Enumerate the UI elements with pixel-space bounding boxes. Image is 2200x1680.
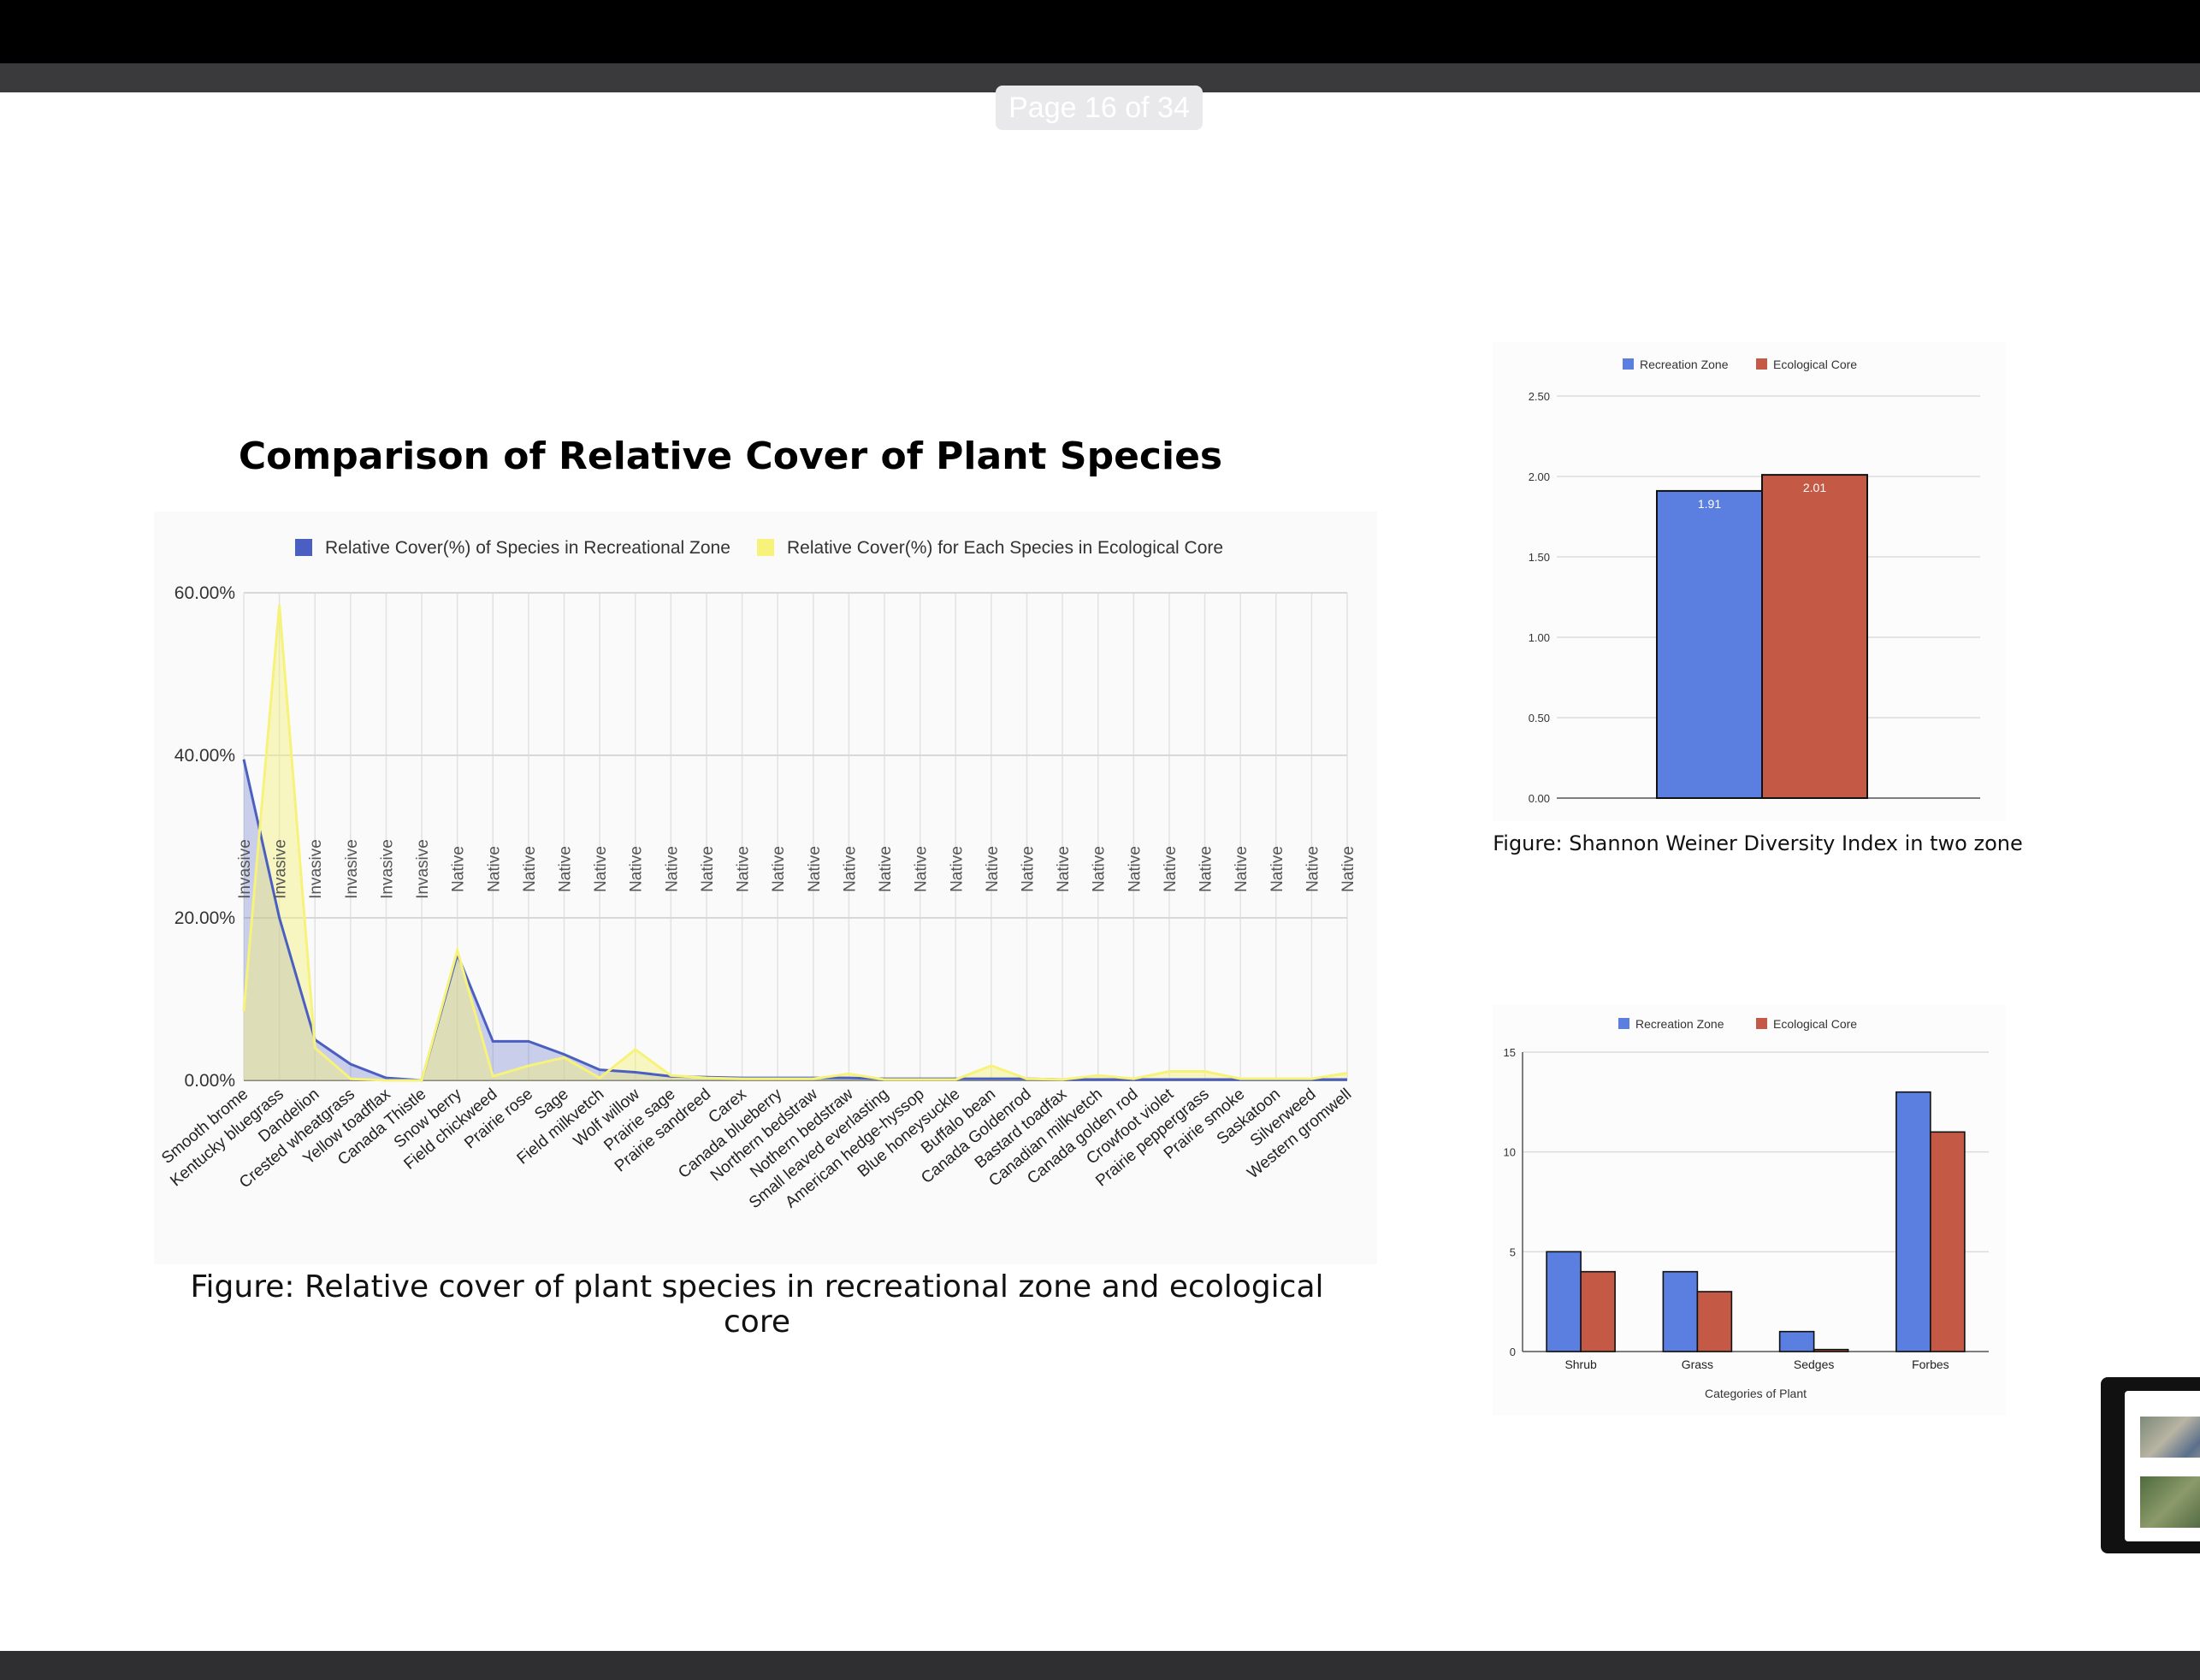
status-label: Invasive bbox=[307, 839, 325, 899]
legend-label-recreation: Recreation Zone bbox=[1640, 358, 1729, 371]
bar-ecological bbox=[1761, 474, 1868, 799]
bar-data-label: 1.91 bbox=[1698, 497, 1721, 511]
status-label: Native bbox=[699, 846, 717, 892]
status-label: Native bbox=[1340, 846, 1357, 892]
legend-label-ecological: Ecological Core bbox=[1773, 358, 1857, 371]
main-chart-title: Comparison of Relative Cover of Plant Sp… bbox=[238, 435, 1223, 478]
status-label: Native bbox=[1019, 846, 1037, 892]
legend-swatch-ecological bbox=[1756, 1018, 1767, 1029]
legend-swatch-recreational bbox=[295, 539, 312, 556]
y-tick-label: 1.50 bbox=[1529, 551, 1550, 564]
status-label: Native bbox=[913, 846, 931, 892]
relative-cover-area-chart: Relative Cover(%) of Species in Recreati… bbox=[154, 512, 1377, 1264]
status-label: Native bbox=[663, 846, 681, 892]
y-tick-label: 1.00 bbox=[1529, 631, 1550, 644]
chart-legend: Recreation Zone Ecological Core bbox=[1623, 358, 1857, 371]
y-tick-label: 20.00% bbox=[174, 908, 235, 928]
status-label: Native bbox=[770, 846, 788, 892]
status-label: Native bbox=[485, 846, 503, 892]
y-tick-label: 2.00 bbox=[1529, 470, 1550, 483]
legend-label-recreation: Recreation Zone bbox=[1635, 1017, 1724, 1031]
x-category-label: Sedges bbox=[1794, 1358, 1834, 1371]
y-tick-label: 0.00 bbox=[1529, 792, 1550, 805]
status-label: Invasive bbox=[272, 839, 290, 899]
bar-forbes-recreation bbox=[1895, 1091, 1931, 1352]
y-tick-label: 5 bbox=[1510, 1245, 1516, 1258]
x-category-label: Grass bbox=[1682, 1358, 1713, 1371]
legend-label-recreational: Relative Cover(%) of Species in Recreati… bbox=[325, 538, 730, 558]
main-chart-caption: Figure: Relative cover of plant species … bbox=[190, 1269, 1324, 1340]
legend-swatch-recreation bbox=[1618, 1018, 1629, 1029]
bar-forbes-ecological bbox=[1930, 1131, 1966, 1352]
chart-legend: Relative Cover(%) of Species in Recreati… bbox=[295, 538, 1223, 558]
page-thumbnail-preview[interactable] bbox=[2101, 1377, 2200, 1553]
plant-categories-bar-chart: Recreation Zone Ecological Core 0 5 10 15 Shru… bbox=[1493, 1005, 2006, 1416]
status-label: Native bbox=[1162, 846, 1180, 892]
y-tick-label: 2.50 bbox=[1529, 390, 1550, 403]
status-label: Invasive bbox=[236, 839, 254, 899]
y-tick-label: 0 bbox=[1510, 1346, 1516, 1358]
area-line-series-2 bbox=[242, 605, 1348, 1082]
y-tick-label: 60.00% bbox=[174, 583, 235, 603]
thumbnail-map-image bbox=[2140, 1417, 2200, 1458]
diversity-index-bar-chart: Recreation Zone Ecological Core 0.00 0.50 1.… bbox=[1493, 342, 2006, 821]
status-label: Native bbox=[592, 846, 610, 892]
status-label: Native bbox=[877, 846, 895, 892]
chart-legend: Recreation Zone Ecological Core bbox=[1618, 1017, 1857, 1031]
status-label: Invasive bbox=[414, 839, 432, 899]
status-label: Invasive bbox=[378, 839, 396, 899]
page-indicator: Page 16 of 34 bbox=[996, 86, 1203, 130]
bar-recreation bbox=[1656, 489, 1763, 799]
bar-grass-ecological bbox=[1696, 1291, 1733, 1352]
bar-sedges-ecological bbox=[1813, 1348, 1849, 1352]
x-category-label: Forbes bbox=[1912, 1358, 1949, 1371]
status-label: Native bbox=[628, 846, 646, 892]
bar-shrub-recreation bbox=[1546, 1251, 1582, 1352]
status-label: Native bbox=[1269, 846, 1286, 892]
y-tick-label: 0.00% bbox=[184, 1071, 235, 1091]
thumbnail-page bbox=[2125, 1391, 2200, 1541]
bar-grass-recreation bbox=[1662, 1270, 1699, 1352]
bar-shrub-ecological bbox=[1580, 1270, 1616, 1352]
status-label: Native bbox=[735, 846, 753, 892]
status-label: Native bbox=[521, 846, 539, 892]
legend-swatch-ecological bbox=[1756, 358, 1767, 370]
legend-swatch-ecological bbox=[757, 539, 774, 556]
y-tick-label: 0.50 bbox=[1529, 712, 1550, 725]
diversity-chart-caption: Figure: Shannon Weiner Diversity Index i… bbox=[1493, 831, 2023, 855]
status-label: Native bbox=[984, 846, 1002, 892]
status-label: Native bbox=[1091, 846, 1109, 892]
legend-swatch-recreation bbox=[1623, 358, 1634, 370]
x-axis-title: Categories of Plant bbox=[1705, 1387, 1807, 1400]
status-label: Native bbox=[1304, 846, 1322, 892]
status-label: Native bbox=[948, 846, 966, 892]
viewer-top-bar bbox=[0, 0, 2200, 63]
viewer-bottom-bar bbox=[0, 1651, 2200, 1680]
bar-data-label: 2.01 bbox=[1803, 481, 1826, 494]
status-label: Native bbox=[1233, 846, 1251, 892]
chart-background bbox=[154, 512, 1377, 1264]
y-tick-label: 10 bbox=[1504, 1146, 1516, 1159]
status-label: Native bbox=[841, 846, 859, 892]
status-label: Native bbox=[1055, 846, 1073, 892]
x-category-label: Shrub bbox=[1564, 1358, 1597, 1371]
legend-label-ecological: Ecological Core bbox=[1773, 1017, 1857, 1031]
status-label: Native bbox=[450, 846, 468, 892]
thumbnail-aerial-image bbox=[2140, 1476, 2200, 1528]
y-tick-label: 15 bbox=[1504, 1046, 1516, 1059]
status-label: Native bbox=[806, 846, 824, 892]
bar-sedges-recreation bbox=[1778, 1330, 1815, 1352]
legend-label-ecological: Relative Cover(%) for Each Species in Ec… bbox=[787, 538, 1223, 558]
status-label: Invasive bbox=[343, 839, 361, 899]
status-label: Native bbox=[1198, 846, 1215, 892]
status-label: Native bbox=[1126, 846, 1144, 892]
status-label: Native bbox=[557, 846, 575, 892]
y-tick-label: 40.00% bbox=[174, 746, 235, 766]
